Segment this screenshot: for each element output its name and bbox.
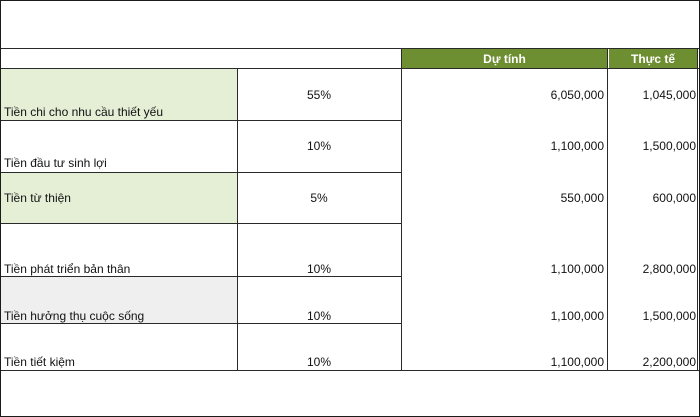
- grid-line: [1, 223, 401, 224]
- grid-line: [401, 48, 402, 371]
- row-estimated[interactable]: 1,100,000: [550, 139, 604, 153]
- row-label[interactable]: Tiền từ thiện: [4, 191, 71, 205]
- grid-line: [1, 172, 401, 173]
- grid-line: [1, 276, 401, 277]
- row-actual[interactable]: 2,800,000: [642, 262, 696, 276]
- grid-line: [1, 48, 699, 49]
- row-percent[interactable]: 10%: [306, 309, 332, 323]
- row-label[interactable]: Tiền tiết kiệm: [4, 355, 75, 369]
- header-estimated[interactable]: Dự tính: [402, 49, 607, 69]
- row-percent[interactable]: 10%: [306, 355, 332, 369]
- row-actual[interactable]: 2,200,000: [642, 355, 696, 369]
- row-label[interactable]: Tiền đầu tư sinh lợi: [4, 156, 107, 170]
- row-actual[interactable]: 600,000: [652, 191, 696, 205]
- header-estimated-label: Dự tính: [483, 52, 526, 66]
- grid-line: [237, 68, 238, 371]
- grid-line: [1, 323, 401, 324]
- row-percent[interactable]: 10%: [306, 139, 332, 153]
- highlight-cell-charity: [1, 173, 237, 223]
- grid-line: [1, 120, 401, 121]
- grid-line: [607, 48, 608, 371]
- grid-line: [1, 68, 699, 69]
- row-actual[interactable]: 1,500,000: [642, 139, 696, 153]
- row-label[interactable]: Tiền chi cho nhu cầu thiết yếu: [4, 105, 163, 119]
- row-estimated[interactable]: 1,100,000: [550, 262, 604, 276]
- grid-line: [697, 48, 698, 371]
- row-percent[interactable]: 55%: [306, 88, 332, 102]
- row-label[interactable]: Tiền phát triển bản thân: [4, 262, 131, 276]
- row-estimated[interactable]: 550,000: [560, 191, 604, 205]
- row-percent[interactable]: 10%: [306, 262, 332, 276]
- highlight-cell-essentials: [1, 69, 237, 121]
- header-actual-label: Thực tế: [630, 52, 676, 66]
- row-percent[interactable]: 5%: [310, 191, 328, 205]
- budget-table: Dự tính Thực tế Tiền chi cho nhu cầu thi…: [1, 48, 699, 416]
- row-estimated[interactable]: 1,100,000: [550, 355, 604, 369]
- grid-line: [1, 370, 699, 371]
- row-estimated[interactable]: 6,050,000: [550, 88, 604, 102]
- row-actual[interactable]: 1,045,000: [642, 88, 696, 102]
- row-estimated[interactable]: 1,100,000: [550, 309, 604, 323]
- highlight-cell-enjoyment: [1, 277, 237, 323]
- row-label[interactable]: Tiền hưởng thụ cuộc sống: [4, 309, 145, 323]
- row-actual[interactable]: 1,500,000: [642, 309, 696, 323]
- header-actual[interactable]: Thực tế: [609, 49, 697, 69]
